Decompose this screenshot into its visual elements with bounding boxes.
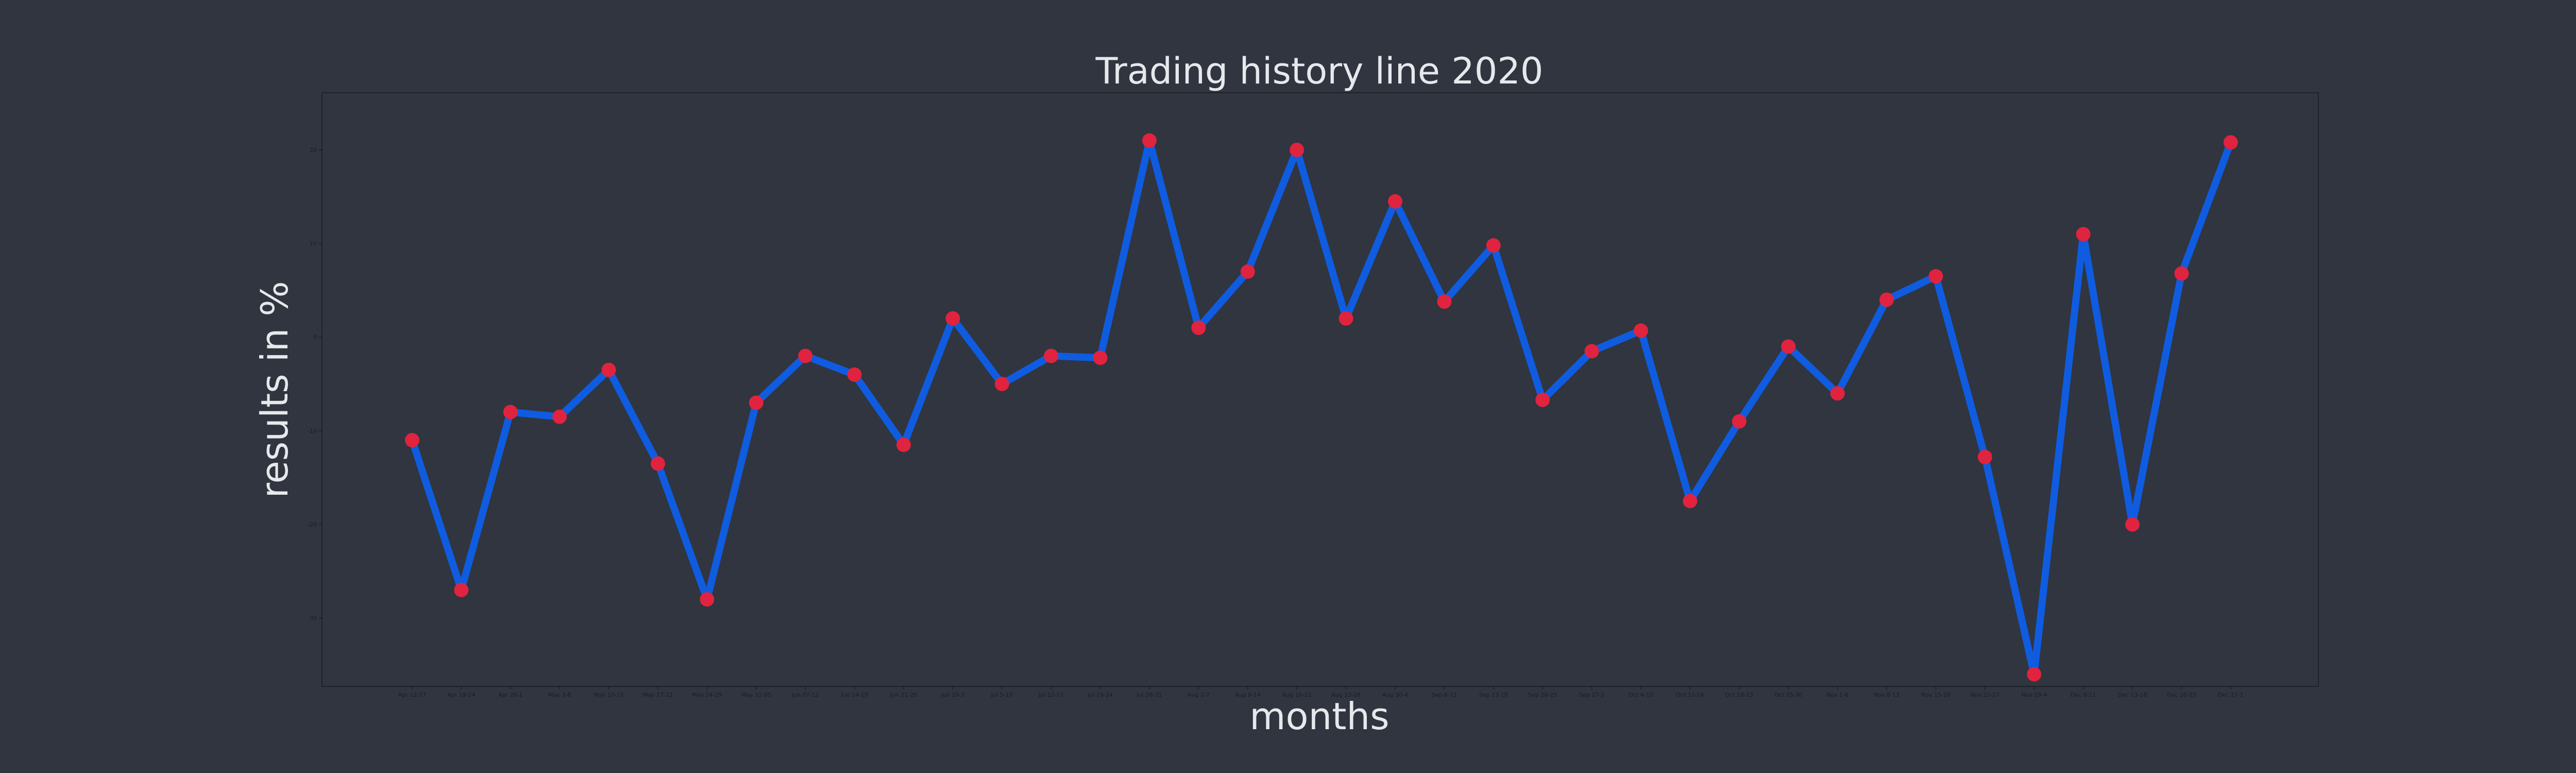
- x-tick-label: Apr 26-1: [498, 692, 523, 698]
- y-tick-label: 0: [313, 334, 317, 341]
- x-tick-label: Oct 18-23: [1725, 692, 1753, 698]
- x-tick-label: Jun 07-12: [791, 692, 819, 698]
- data-point: [552, 409, 567, 424]
- data-point: [2027, 667, 2042, 682]
- data-point: [1142, 133, 1157, 148]
- x-tick-label: Dec 13-18: [2118, 692, 2147, 698]
- x-tick-label: Jul 5-10: [991, 692, 1013, 698]
- data-point: [1290, 142, 1304, 157]
- data-point: [945, 311, 960, 326]
- x-tick-label: Aug 16-21: [1282, 692, 1312, 698]
- x-tick-label: Sep 13-18: [1479, 692, 1508, 698]
- x-tick-label: May 17-22: [643, 692, 673, 698]
- y-tick-label: -30: [308, 615, 317, 621]
- x-tick-label: Nov 29-4: [2021, 692, 2047, 698]
- x-tick-label: Oct 25-30: [1774, 692, 1802, 698]
- x-tick-label: Oct 11-16: [1676, 692, 1704, 698]
- x-axis-ticks: Apr 12-17 Apr 19-24 Apr 26-1 May 3-8 May 10-…: [398, 686, 2244, 698]
- data-point: [994, 377, 1009, 392]
- data-point: [1486, 238, 1501, 253]
- data-point: [1830, 386, 1845, 401]
- data-point: [2076, 227, 2091, 242]
- x-tick-label: Jun 28-3: [941, 692, 965, 698]
- x-axis-label: months: [1249, 695, 1389, 738]
- x-tick-label: Jun 14-19: [840, 692, 868, 698]
- x-tick-label: Apr 19-24: [447, 692, 476, 698]
- x-tick-label: Aug 2-7: [1188, 692, 1210, 698]
- data-point: [1683, 494, 1698, 509]
- data-point: [1535, 392, 1550, 407]
- data-point: [1634, 323, 1648, 338]
- data-point: [454, 582, 469, 597]
- x-tick-label: Aug 30-4: [1382, 692, 1408, 698]
- y-tick-label: -10: [308, 428, 317, 434]
- y-tick-label: 10: [310, 241, 317, 247]
- y-tick-label: -20: [308, 522, 317, 528]
- y-axis-ticks: -30 -20 -10 0 10 20: [308, 147, 322, 621]
- data-point: [2223, 135, 2238, 150]
- x-tick-label: Jun 21-26: [890, 692, 918, 698]
- data-point: [896, 438, 911, 452]
- data-point: [1879, 292, 1894, 307]
- series-line: [409, 137, 2234, 678]
- data-point: [847, 367, 862, 382]
- x-tick-label: Sep 6-11: [1432, 692, 1457, 698]
- data-point: [1044, 348, 1059, 363]
- x-tick-label: Jul 19-24: [1087, 692, 1113, 698]
- data-point: [1437, 294, 1452, 309]
- x-tick-label: Aug 23-28: [1331, 692, 1361, 698]
- data-point: [651, 456, 665, 471]
- x-tick-label: Oct 4-10: [1629, 692, 1653, 698]
- x-tick-label: Nov 22-27: [1970, 692, 1999, 698]
- x-tick-label: Nov 15-20: [1921, 692, 1951, 698]
- chart-title: Trading history line 2020: [1095, 50, 1544, 92]
- x-tick-label: May 31-05: [741, 692, 771, 698]
- data-point: [700, 592, 715, 607]
- data-point: [1928, 269, 1943, 284]
- x-tick-label: Dec 20-25: [2167, 692, 2196, 698]
- x-tick-label: Apr 12-17: [398, 692, 427, 698]
- x-tick-label: Nov 1-6: [1826, 692, 1849, 698]
- x-tick-label: Sep 20-25: [1528, 692, 1557, 698]
- x-tick-label: Dec 27-1: [2218, 692, 2244, 698]
- y-axis-label: results in %: [253, 281, 296, 498]
- data-point: [749, 395, 764, 410]
- series-line-group: [409, 137, 2234, 678]
- x-tick-label: Sep 27-2: [1579, 692, 1604, 698]
- x-tick-label: Aug 9-14: [1235, 692, 1261, 698]
- x-tick-label: Jul 12-17: [1038, 692, 1064, 698]
- data-point: [1240, 264, 1255, 279]
- data-point: [503, 405, 518, 419]
- data-point: [2125, 517, 2140, 532]
- data-point: [798, 348, 813, 363]
- data-point: [1388, 194, 1402, 209]
- data-point: [405, 433, 419, 448]
- plot-area: [321, 92, 2319, 687]
- y-tick-label: 20: [310, 147, 317, 154]
- data-point: [1584, 344, 1599, 359]
- data-point: [1093, 350, 1108, 365]
- data-point: [601, 362, 616, 377]
- x-tick-label: Nov 8-13: [1874, 692, 1900, 698]
- data-point: [1338, 311, 1353, 326]
- x-tick-label: Jul 26-31: [1137, 692, 1162, 698]
- x-tick-label: Dec 6-11: [2071, 692, 2096, 698]
- x-tick-label: May 24-29: [692, 692, 722, 698]
- data-point: [1732, 414, 1747, 429]
- x-tick-label: May 10-15: [594, 692, 623, 698]
- data-point: [1191, 321, 1206, 335]
- data-point: [1781, 339, 1796, 354]
- x-tick-label: May 3-8: [548, 692, 571, 698]
- data-point: [1977, 449, 1992, 464]
- series-markers: [405, 133, 2238, 682]
- data-point: [2174, 266, 2189, 281]
